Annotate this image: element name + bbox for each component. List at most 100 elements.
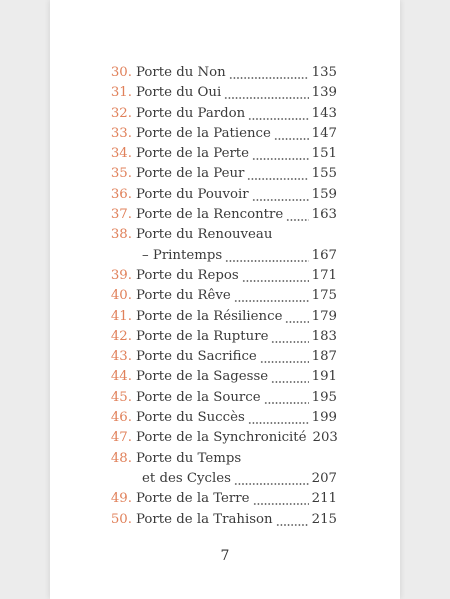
entry-body: Porte du Non 135 [136, 63, 337, 84]
entry-line: Porte de la Sagesse 191 [136, 367, 337, 388]
entry-number: 36. [110, 186, 132, 202]
toc-entry: 46. Porte du Succès 199 [108, 408, 337, 429]
entry-page: 139 [311, 85, 337, 101]
toc-entry: 30. Porte du Non 135 [108, 63, 337, 84]
toc-entry: 42. Porte de la Rupture 183 [108, 326, 337, 348]
entry-page: 187 [311, 349, 337, 365]
toc-entry: 34. Porte de la Perte 151 [108, 144, 337, 165]
entry-page: 195 [311, 389, 337, 405]
dot-leader [263, 387, 309, 409]
entry-body: Porte de la Résilience 179 [136, 306, 337, 327]
toc-entry: 38. Porte du Renouveau – Printemps 167 [108, 225, 337, 266]
entry-body: Porte de la Source 195 [136, 387, 337, 409]
entry-number: 48. [110, 450, 132, 466]
toc-entry: 33. Porte de la Patience 147 [108, 123, 337, 145]
entry-page: 207 [311, 470, 337, 486]
toc-entry: 49. Porte de la Terre 211 [108, 489, 337, 510]
entry-title: – Printemps [142, 247, 223, 263]
entry-line: Porte de la Patience 147 [136, 123, 337, 145]
toc-entry: 50. Porte de la Trahison 215 [108, 509, 337, 530]
entry-page: 151 [311, 146, 337, 162]
entry-body: Porte du Pardon 143 [136, 103, 337, 124]
toc-entry: 45. Porte de la Source 195 [108, 387, 337, 409]
entry-number: 40. [110, 288, 132, 304]
entry-body: Porte du Renouveau – Printemps 167 [136, 225, 337, 266]
entry-line: Porte de la Peur 155 [136, 164, 337, 185]
entry-title: Porte du Repos [136, 267, 239, 283]
entry-title: Porte du Rêve [136, 288, 231, 304]
entry-line: Porte de la Résilience 179 [136, 306, 337, 327]
entry-line: Porte du Succès 199 [136, 408, 337, 429]
entry-title: Porte de la Sagesse [136, 369, 269, 385]
entry-title: Porte de la Peur [136, 166, 245, 182]
toc-entry: 41. Porte de la Résilience 179 [108, 306, 337, 327]
entry-title: et des Cycles [142, 470, 231, 486]
dot-leader [252, 489, 309, 510]
entry-number: 31. [110, 85, 132, 101]
table-of-contents: 30. Porte du Non 135 31. Porte du Oui 139 32. P… [108, 63, 338, 530]
toc-entry: 35. Porte de la Peur 155 [108, 164, 337, 185]
entry-body: Porte du Temps et des Cycles 207 [136, 449, 337, 490]
entry-title: Porte du Temps [136, 450, 242, 466]
entry-body: Porte du Oui 139 [136, 83, 337, 104]
entry-body: Porte de la Synchronicité 203 [136, 428, 338, 448]
entry-body: Porte de la Patience 147 [136, 123, 337, 145]
dot-leader [228, 63, 309, 84]
dot-leader [233, 286, 309, 307]
entry-line: Porte du Non 135 [136, 63, 337, 84]
entry-number: 41. [110, 308, 132, 324]
dot-leader [273, 123, 309, 145]
entry-number: 49. [110, 491, 132, 507]
toc-entry: 32. Porte du Pardon 143 [108, 103, 337, 124]
entry-number: 42. [110, 328, 132, 344]
entry-body: Porte de la Rupture 183 [136, 326, 337, 348]
entry-page: 135 [311, 65, 337, 80]
entry-body: Porte de la Trahison 215 [136, 509, 337, 530]
dot-leader [248, 103, 309, 124]
entry-line: Porte du Oui 139 [136, 83, 337, 104]
entry-body: Porte du Sacrifice 187 [136, 347, 337, 368]
entry-line: Porte de la Synchronicité 203 [136, 428, 338, 448]
entry-title: Porte de la Trahison [136, 511, 273, 527]
page-number: 7 [220, 548, 230, 564]
book-page: 30. Porte du Non 135 31. Porte du Oui 139 32. P… [50, 0, 400, 599]
toc-entry: 31. Porte du Oui 139 [108, 83, 337, 104]
entry-title: Porte du Pouvoir [136, 186, 249, 202]
entry-body: Porte du Pouvoir 159 [136, 184, 337, 206]
entry-body: Porte de la Peur 155 [136, 164, 337, 185]
entry-page: 203 [312, 430, 338, 446]
dot-leader [251, 184, 309, 206]
entry-title: Porte du Renouveau [136, 227, 273, 243]
entry-body: Porte de la Perte 151 [136, 144, 337, 165]
entry-page: 159 [311, 186, 337, 202]
entry-page: 147 [311, 125, 337, 141]
toc-entry: 43. Porte du Sacrifice 187 [108, 347, 337, 368]
entry-title: Porte du Non [136, 65, 226, 80]
entry-number: 43. [110, 349, 132, 365]
entry-line: Porte de la Rupture 183 [136, 326, 337, 348]
toc-entry: 44. Porte de la Sagesse 191 [108, 367, 337, 388]
entry-line: Porte de la Rencontre 163 [136, 205, 337, 226]
entry-page: 191 [311, 369, 337, 385]
entry-title: Porte de la Résilience [136, 308, 283, 324]
entry-title: Porte de la Patience [136, 125, 271, 141]
dot-leader [271, 367, 309, 388]
entry-page: 183 [311, 328, 337, 344]
entry-page: 211 [311, 491, 337, 507]
entry-page: 167 [311, 247, 337, 263]
entry-title: Porte de la Rupture [136, 328, 269, 344]
dot-leader [224, 83, 309, 104]
dot-leader [252, 144, 309, 165]
entry-line: Porte de la Perte 151 [136, 144, 337, 165]
entry-body: Porte de la Rencontre 163 [136, 205, 337, 226]
entry-line: Porte du Repos 171 [136, 265, 337, 287]
entry-number: 34. [110, 146, 132, 162]
entry-line: Porte du Sacrifice 187 [136, 347, 337, 368]
entry-line: Porte du Rêve 175 [136, 286, 337, 307]
entry-line: Porte de la Terre 211 [136, 489, 337, 510]
entry-title: Porte du Pardon [136, 105, 246, 121]
entry-title: Porte du Sacrifice [136, 349, 257, 365]
entry-title: Porte de la Synchronicité [136, 430, 307, 446]
entry-page: 179 [311, 308, 337, 324]
